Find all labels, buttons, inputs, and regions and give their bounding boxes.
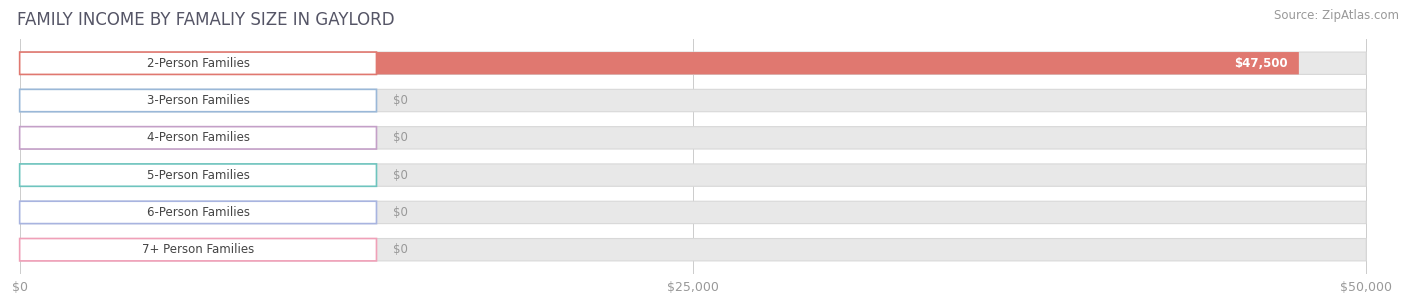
Text: 3-Person Families: 3-Person Families	[146, 94, 249, 107]
Text: 6-Person Families: 6-Person Families	[146, 206, 250, 219]
Text: $0: $0	[392, 94, 408, 107]
Text: $0: $0	[392, 243, 408, 256]
Text: $0: $0	[392, 131, 408, 144]
FancyBboxPatch shape	[20, 239, 377, 261]
Text: 2-Person Families: 2-Person Families	[146, 57, 250, 70]
FancyBboxPatch shape	[20, 89, 1367, 112]
FancyBboxPatch shape	[20, 52, 1367, 74]
FancyBboxPatch shape	[20, 164, 377, 186]
FancyBboxPatch shape	[20, 201, 377, 224]
Text: Source: ZipAtlas.com: Source: ZipAtlas.com	[1274, 9, 1399, 22]
FancyBboxPatch shape	[20, 89, 217, 112]
FancyBboxPatch shape	[20, 89, 377, 112]
FancyBboxPatch shape	[20, 164, 217, 186]
FancyBboxPatch shape	[20, 127, 377, 149]
FancyBboxPatch shape	[20, 239, 1367, 261]
Text: $0: $0	[392, 206, 408, 219]
FancyBboxPatch shape	[20, 52, 1299, 74]
Text: 5-Person Families: 5-Person Families	[146, 169, 249, 181]
FancyBboxPatch shape	[20, 201, 217, 224]
Text: FAMILY INCOME BY FAMALIY SIZE IN GAYLORD: FAMILY INCOME BY FAMALIY SIZE IN GAYLORD	[17, 11, 395, 29]
Text: 4-Person Families: 4-Person Families	[146, 131, 250, 144]
FancyBboxPatch shape	[20, 127, 217, 149]
FancyBboxPatch shape	[20, 201, 1367, 224]
Text: $0: $0	[392, 169, 408, 181]
FancyBboxPatch shape	[20, 127, 1367, 149]
FancyBboxPatch shape	[20, 52, 377, 74]
Text: $47,500: $47,500	[1234, 57, 1288, 70]
FancyBboxPatch shape	[20, 164, 1367, 186]
Text: 7+ Person Families: 7+ Person Families	[142, 243, 254, 256]
FancyBboxPatch shape	[20, 239, 217, 261]
